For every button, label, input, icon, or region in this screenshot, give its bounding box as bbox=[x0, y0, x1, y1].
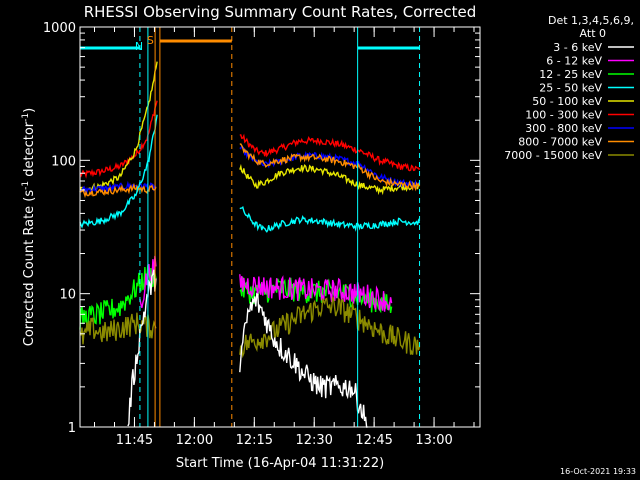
series-line bbox=[239, 274, 393, 312]
footer-date: 16-Oct-2021 19:33 bbox=[560, 467, 636, 476]
y-axis-label-sup1: -1 bbox=[21, 181, 31, 190]
series-line bbox=[239, 163, 421, 196]
x-tick-label: 12:00 bbox=[176, 433, 213, 448]
legend-label: 25 - 50 keV bbox=[539, 82, 602, 95]
x-tick-label: 12:30 bbox=[295, 433, 332, 448]
series-line bbox=[79, 61, 158, 193]
legend-label: 300 - 800 keV bbox=[525, 122, 602, 135]
series-line bbox=[79, 264, 157, 330]
series-line bbox=[79, 182, 157, 199]
legend-label: 7000 - 15000 keV bbox=[504, 149, 602, 162]
y-tick-label: 100 bbox=[51, 154, 76, 169]
y-axis-label-main: Corrected Count Rate (s bbox=[22, 190, 37, 347]
series-line bbox=[239, 296, 421, 359]
y-tick-label: 1000 bbox=[43, 21, 76, 36]
chart-title: RHESSI Observing Summary Count Rates, Co… bbox=[84, 3, 477, 21]
x-axis-label: Start Time (16-Apr-04 11:31:22) bbox=[176, 456, 384, 471]
flag-label: N bbox=[135, 40, 143, 53]
series-curves bbox=[79, 61, 421, 428]
y-axis-label-mid: detector bbox=[22, 121, 37, 181]
x-tick-label: 11:45 bbox=[116, 433, 153, 448]
y-axis-label-end: ) bbox=[22, 108, 37, 113]
series-line bbox=[239, 143, 421, 192]
y-axis-label: Corrected Count Rate (s-1 detector-1) bbox=[21, 108, 37, 346]
x-tick-label: 12:15 bbox=[236, 433, 273, 448]
y-axis: 1 10 100 1000 bbox=[43, 21, 480, 436]
series-line bbox=[239, 205, 421, 233]
legend-label: 800 - 7000 keV bbox=[518, 136, 602, 149]
series-line bbox=[79, 100, 158, 179]
legend-header-line2: Att 0 bbox=[580, 27, 606, 40]
series-line bbox=[127, 269, 157, 427]
y-axis-label-sup2: -1 bbox=[21, 113, 31, 122]
legend-label: 100 - 300 keV bbox=[525, 109, 602, 122]
legend-header-line1: Det 1,3,4,5,6,9, bbox=[548, 14, 634, 27]
legend-label: 50 - 100 keV bbox=[532, 95, 602, 108]
y-tick-label: 10 bbox=[59, 288, 76, 303]
series-line bbox=[79, 114, 158, 229]
x-tick-label: 12:45 bbox=[355, 433, 392, 448]
series-line bbox=[79, 312, 157, 345]
series-line bbox=[239, 133, 421, 172]
legend-label: 3 - 6 keV bbox=[553, 41, 602, 54]
plot-frame bbox=[79, 26, 481, 428]
legend-label: 12 - 25 keV bbox=[539, 68, 602, 81]
flag-label: S bbox=[147, 34, 154, 47]
x-tick-label: 13:00 bbox=[415, 433, 452, 448]
x-axis: 11:45 12:00 12:15 12:30 12:45 13:00 bbox=[94, 27, 475, 448]
y-tick-label: 1 bbox=[68, 421, 76, 436]
series-line bbox=[239, 292, 368, 428]
legend-label: 6 - 12 keV bbox=[546, 55, 602, 68]
